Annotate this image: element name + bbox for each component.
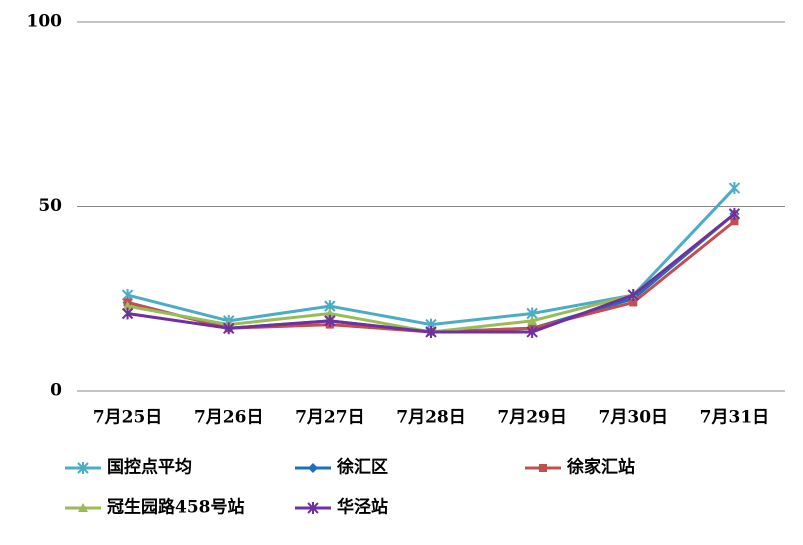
legend-label: 冠生园路458号站	[107, 497, 245, 518]
marker	[324, 308, 335, 318]
y-tick-label: 100	[27, 12, 63, 32]
x-tick-label: 7月29日	[497, 408, 567, 428]
marker	[122, 301, 133, 311]
x-tick-label: 7月28日	[396, 408, 466, 428]
series-line	[127, 220, 736, 334]
marker	[730, 217, 739, 226]
legend-label: 徐家汇站	[566, 457, 635, 478]
x-tick-label: 7月31日	[700, 408, 770, 428]
marker	[121, 307, 134, 320]
marker	[307, 502, 319, 514]
y-tick-label: 50	[38, 196, 62, 216]
series-line	[127, 212, 736, 334]
marker	[223, 322, 235, 335]
marker	[728, 207, 741, 220]
series-line	[127, 212, 736, 334]
legend-label: 徐汇区	[336, 457, 388, 478]
x-tick-label: 7月27日	[295, 408, 365, 428]
legend-label: 华泾站	[337, 497, 388, 518]
series-line	[127, 212, 736, 334]
marker	[627, 289, 639, 302]
marker	[78, 503, 88, 512]
marker	[308, 463, 318, 473]
legend-label: 国控点平均	[107, 457, 192, 478]
series-line	[127, 187, 736, 327]
marker	[324, 314, 336, 327]
y-tick-label: 0	[50, 381, 62, 401]
marker	[77, 462, 89, 474]
marker	[539, 464, 547, 472]
marker	[526, 325, 538, 338]
x-tick-label: 7月30日	[599, 408, 669, 428]
x-tick-label: 7月25日	[93, 408, 163, 428]
legend-item: 徐汇区	[295, 457, 388, 478]
marker	[728, 182, 741, 195]
x-tick-label: 7月26日	[194, 408, 264, 428]
marker	[629, 298, 638, 307]
marker	[527, 315, 538, 325]
legend-item: 冠生园路458号站	[65, 497, 245, 518]
legend-item: 华泾站	[295, 497, 388, 518]
marker	[425, 325, 437, 338]
